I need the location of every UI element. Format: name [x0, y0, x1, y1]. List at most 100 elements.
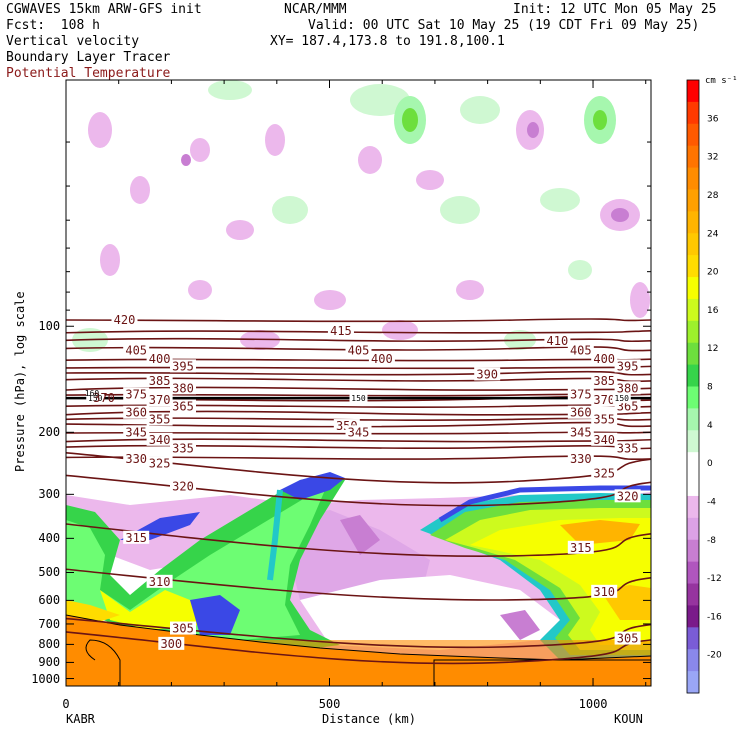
colorbar-tick-label: 24	[707, 229, 719, 239]
colorbar-swatch	[687, 627, 699, 650]
y-axis-title: Pressure (hPa), log scale	[13, 291, 27, 472]
colorbar-swatch	[687, 80, 699, 103]
theta-label-bg	[345, 343, 372, 357]
colorbar-swatch	[687, 320, 699, 344]
colorbar-tick-label: 12	[707, 344, 718, 354]
colorbar: 36 32 28 24 20 16 12 8 4 0 -4 -8 -12 -16 -20	[686, 79, 722, 694]
theta-label: 355	[149, 413, 171, 427]
theta-label-bg	[170, 399, 196, 413]
y-tick-label: 900	[38, 655, 61, 670]
theta-label: 405	[348, 343, 370, 357]
theta-label-bg	[591, 466, 618, 480]
theta-label-bg	[170, 441, 196, 455]
colorbar-swatch	[687, 671, 699, 694]
theta-label-bg	[345, 425, 372, 439]
theta-label-bg	[327, 323, 354, 337]
theta-label-bg	[614, 381, 641, 395]
theta-label-left: 370	[93, 391, 115, 405]
theta-label-bg	[567, 405, 594, 419]
tracer-label-bg	[86, 393, 105, 404]
colorbar-tick-label: 8	[707, 383, 713, 393]
colorbar-swatch	[687, 517, 699, 541]
theta-label: 390	[476, 367, 498, 381]
y-tick-label: 500	[38, 565, 61, 580]
theta-label-bg	[170, 381, 196, 395]
colorbar-swatch	[687, 605, 699, 628]
theta-label: 330	[125, 452, 147, 466]
theta-label: 360	[125, 406, 147, 420]
theta-label: 420	[114, 313, 136, 327]
colorbar-swatch	[687, 101, 699, 125]
theta-label-bg	[146, 574, 173, 588]
theta-contour	[66, 318, 651, 323]
theta-label-bg	[567, 540, 594, 554]
theta-label: 305	[617, 632, 639, 646]
theta-label-bg	[614, 441, 641, 455]
tracer-label-bg	[349, 393, 368, 404]
theta-label: 305	[172, 622, 194, 636]
theta-label: 360	[570, 406, 592, 420]
header-field-2: Boundary Layer Tracer	[6, 50, 171, 65]
colorbar-swatch	[687, 211, 699, 234]
colorbar-swatch	[687, 561, 699, 585]
colorbar-tick-label: -12	[707, 574, 722, 584]
colorbar-swatch	[687, 167, 699, 190]
theta-contour	[66, 452, 651, 484]
theta-label-bg	[123, 451, 150, 465]
colorbar-swatch	[687, 145, 699, 169]
colorbar-swatch	[687, 452, 699, 475]
theta-contour	[66, 568, 651, 601]
colorbar-tick-label: -16	[707, 612, 722, 622]
theta-label-bg	[567, 425, 594, 439]
theta-label-bg	[591, 432, 618, 446]
theta-label-bg	[591, 584, 618, 598]
theta-label-bg	[591, 352, 618, 366]
theta-label: 385	[593, 374, 615, 388]
theta-contour	[66, 337, 651, 343]
theta-contour	[66, 346, 651, 352]
theta-label: 345	[125, 425, 147, 439]
y-tick-label: 200	[38, 425, 61, 440]
theta-label-bg	[591, 412, 618, 426]
theta-label: 395	[617, 359, 639, 373]
colorbar-swatch	[687, 123, 699, 147]
theta-label: 380	[617, 381, 639, 395]
theta-label: 345	[348, 425, 370, 439]
colorbar-swatch	[687, 430, 699, 453]
theta-label-bg	[170, 621, 196, 635]
colorbar-swatch	[687, 233, 699, 256]
theta-label-bg	[123, 343, 150, 357]
theta-label: 325	[149, 456, 171, 470]
theta-label-bg	[368, 352, 395, 366]
theta-label: 310	[593, 585, 615, 599]
theta-label: 400	[371, 352, 393, 366]
y-tick-label: 1000	[31, 671, 61, 686]
theta-label-bg	[567, 343, 594, 357]
header-init: Init: 12 UTC Mon 05 May 25	[513, 2, 717, 17]
colorbar-swatch	[687, 386, 699, 409]
theta-label-bg	[591, 393, 618, 407]
colorbar-tick-label: -8	[707, 536, 716, 546]
header-title: CGWAVES 15km ARW-GFS init	[6, 2, 202, 17]
theta-label: 340	[149, 433, 171, 447]
theta-label: 310	[149, 575, 171, 589]
upper-velocity-field	[72, 80, 650, 352]
theta-label-bg	[614, 631, 641, 645]
plot-frame	[65, 79, 652, 687]
theta-label: 370	[149, 393, 171, 407]
theta-label-bg	[146, 456, 173, 470]
theta-label: 335	[617, 441, 639, 455]
header-valid: Valid: 00 UTC Sat 10 May 25 (19 CDT Fri …	[308, 18, 700, 33]
theta-label: 365	[172, 400, 194, 414]
header-forecast: Fcst: 108 h	[6, 18, 100, 33]
y-axis-minor-ticks	[66, 141, 651, 311]
x-tick-label: 1000	[578, 697, 608, 711]
theta-label-bg	[170, 479, 196, 493]
theta-label-bg	[614, 359, 641, 373]
y-tick-label: 600	[38, 593, 61, 608]
theta-label-bg	[474, 367, 501, 381]
colorbar-frame	[686, 79, 700, 694]
y-tick-label: 800	[38, 637, 61, 652]
x-axis	[65, 80, 647, 686]
